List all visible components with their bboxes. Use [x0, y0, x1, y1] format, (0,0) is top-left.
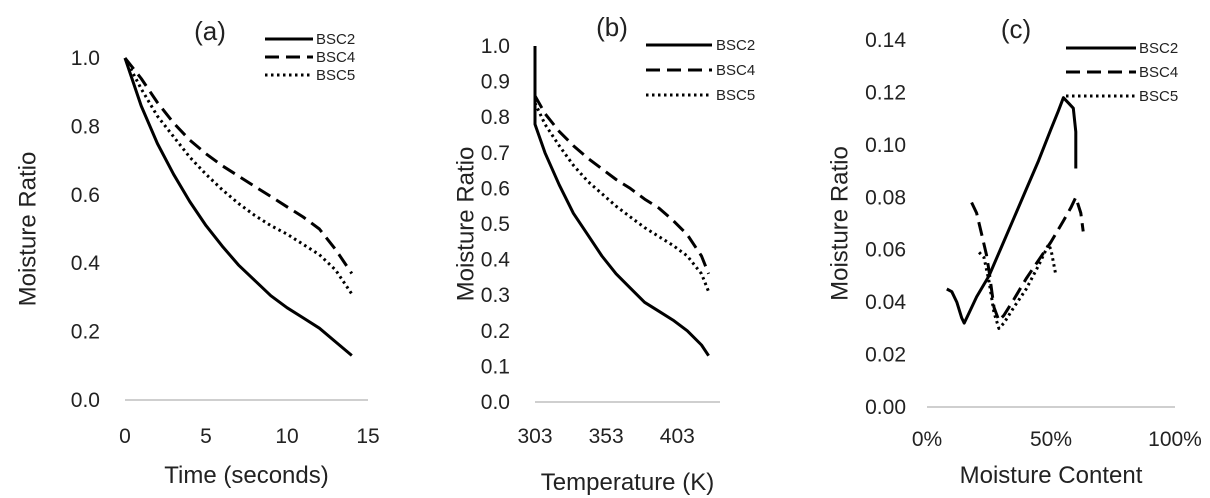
legend-label-bsc2: BSC2 — [716, 37, 755, 54]
x-tick-label: 403 — [660, 425, 695, 448]
y-tick-label: 0.8 — [481, 106, 510, 129]
y-tick-label: 0.14 — [865, 29, 906, 52]
y-tick-label: 0.0 — [71, 389, 100, 412]
legend-label-bsc4: BSC4 — [716, 62, 755, 79]
y-tick-label: 0.1 — [481, 355, 510, 378]
panel-3: 0.00 0.02 0.04 0.06 0.08 0.10 0.12 0.14 0% 50% 100… — [827, 14, 1202, 489]
y-axis-title: Moisture Ratio — [453, 147, 480, 302]
y-tick-label: 0.6 — [71, 184, 100, 207]
y-tick-label: 0.6 — [481, 177, 510, 200]
panel-label: (c) — [1001, 14, 1031, 44]
y-tick-label: 0.4 — [71, 252, 101, 275]
series-line-bsc2 — [123, 57, 353, 357]
x-tick-label: 0% — [912, 428, 942, 451]
x-tick-label: 10 — [275, 425, 298, 448]
y-tick-label: 0.0 — [481, 391, 510, 414]
x-tick-label: 5 — [200, 425, 212, 448]
x-tick-label: 15 — [356, 425, 379, 448]
legend: BSC2 BSC4 BSC5 — [646, 37, 755, 104]
y-tick-label: 1.0 — [481, 35, 510, 58]
legend-label-bsc5: BSC5 — [1139, 88, 1178, 105]
y-tick-label: 0.00 — [865, 396, 906, 419]
y-tick-label: 0.3 — [481, 284, 510, 307]
series-line-bsc5 — [977, 243, 1058, 330]
series-line-bsc4 — [123, 57, 354, 275]
y-tick-label: 0.4 — [481, 249, 511, 272]
series-line-bsc4 — [970, 195, 1085, 322]
y-tick-label: 1.0 — [71, 47, 100, 70]
y-axis-title: Moisture Ratio — [827, 146, 854, 301]
panel-label: (b) — [596, 12, 628, 42]
legend-label-bsc5: BSC5 — [716, 87, 755, 104]
x-tick-label: 100% — [1148, 428, 1202, 451]
y-tick-label: 0.5 — [481, 213, 510, 236]
y-tick-label: 0.2 — [481, 320, 510, 343]
y-tick-label: 0.8 — [71, 115, 100, 138]
legend-label-bsc4: BSC4 — [1139, 64, 1178, 81]
x-axis-title: Moisture Content — [960, 462, 1143, 489]
y-tick-label: 0.9 — [481, 71, 510, 94]
panel-1: 0.0 0.2 0.4 0.6 0.8 1.0 0 5 10 15 Time (seconds) Mo… — [15, 16, 380, 489]
panel-label: (a) — [194, 16, 226, 46]
y-axis-title: Moisture Ratio — [15, 152, 42, 307]
legend: BSC2 BSC4 BSC5 — [1066, 40, 1178, 105]
x-tick-label: 0 — [119, 425, 131, 448]
y-tick-label: 0.12 — [865, 81, 906, 104]
y-tick-label: 0.04 — [865, 291, 906, 314]
y-tick-label: 0.02 — [865, 344, 906, 367]
x-tick-label: 303 — [517, 425, 552, 448]
legend-label-bsc2: BSC2 — [1139, 40, 1178, 57]
y-tick-label: 0.2 — [71, 321, 100, 344]
series-line-bsc4 — [533, 95, 710, 275]
series-line-bsc2 — [946, 96, 1078, 325]
x-tick-label: 50% — [1030, 428, 1072, 451]
x-axis-title: Temperature (K) — [541, 469, 714, 496]
y-tick-label: 0.08 — [865, 186, 906, 209]
legend-label-bsc5: BSC5 — [316, 67, 355, 84]
y-tick-label: 0.06 — [865, 239, 906, 262]
series-line-bsc5 — [533, 102, 710, 293]
x-axis-title: Time (seconds) — [164, 462, 328, 489]
x-tick-label: 353 — [589, 425, 624, 448]
y-tick-label: 0.7 — [481, 142, 510, 165]
legend-label-bsc2: BSC2 — [316, 31, 355, 48]
y-tick-label: 0.10 — [865, 134, 906, 157]
legend-label-bsc4: BSC4 — [316, 49, 355, 66]
series-line-bsc5 — [123, 57, 354, 295]
series-line-bsc2 — [533, 46, 710, 357]
panel-2: 0.0 0.1 0.2 0.3 0.4 0.5 0.6 0.7 0.8 0.9 1.0 303 353 4… — [453, 12, 756, 496]
